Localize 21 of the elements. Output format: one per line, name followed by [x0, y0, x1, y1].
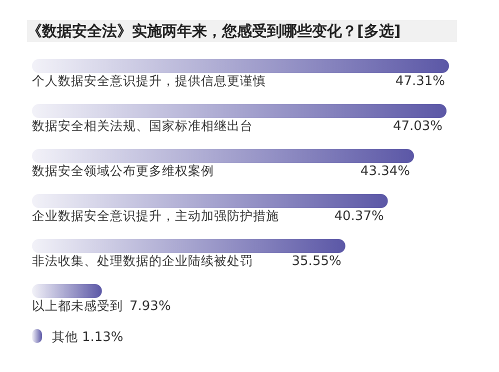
y-tick-label: 其他 — [52, 329, 78, 344]
data-label: 47.31% — [395, 74, 445, 89]
chart-title: 《数据安全法》实施两年来，您感受到哪些变化？[多选] — [27, 20, 457, 42]
data-label: 35.55% — [292, 254, 342, 269]
bar — [32, 194, 388, 208]
data-label: 40.37% — [334, 209, 384, 224]
y-tick-label: 企业数据安全意识提升，主动加强防护措施 — [32, 208, 279, 223]
data-label: 43.34% — [360, 164, 410, 179]
bar — [32, 104, 447, 118]
data-label: 1.13% — [82, 330, 124, 345]
data-label: 47.03% — [392, 119, 443, 134]
y-tick-label: 非法收集、处理数据的企业陆续被处罚 — [32, 253, 253, 268]
y-tick-label: 以上都未感受到 — [32, 298, 123, 313]
y-tick-label: 数据安全相关法规、国家标准相继出台 — [32, 118, 253, 133]
y-tick-label: 数据安全领域公布更多维权案例 — [32, 163, 214, 178]
data-label: 7.93% — [130, 299, 171, 314]
bar — [32, 239, 346, 253]
bar — [32, 284, 102, 298]
bar — [32, 149, 414, 163]
y-tick-label: 个人数据安全意识提升，提供信息更谨慎 — [32, 73, 266, 88]
bar — [32, 59, 449, 73]
